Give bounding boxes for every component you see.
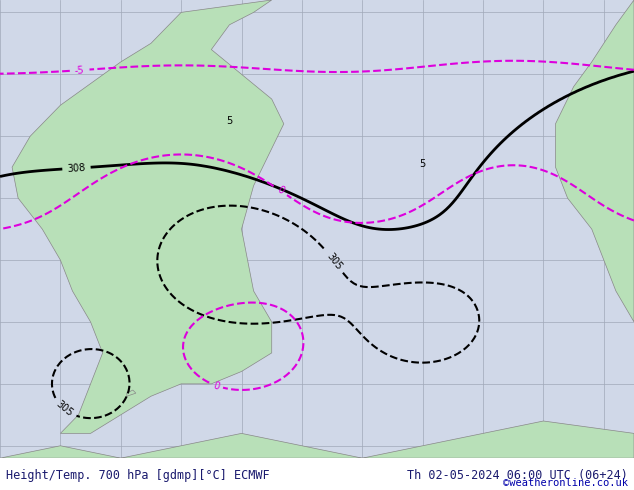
Text: 5: 5 xyxy=(420,159,426,169)
Text: 5: 5 xyxy=(226,116,233,126)
Text: Height/Temp. 700 hPa [gdmp][°C] ECMWF: Height/Temp. 700 hPa [gdmp][°C] ECMWF xyxy=(6,469,270,482)
Text: 305: 305 xyxy=(325,251,344,272)
Polygon shape xyxy=(12,0,284,433)
Polygon shape xyxy=(0,421,634,458)
Text: -5: -5 xyxy=(74,65,85,75)
Polygon shape xyxy=(555,0,634,322)
Polygon shape xyxy=(127,390,136,396)
Text: 0: 0 xyxy=(212,380,221,392)
Text: Th 02-05-2024 06:00 UTC (06+24): Th 02-05-2024 06:00 UTC (06+24) xyxy=(407,469,628,482)
Text: 0: 0 xyxy=(275,185,286,196)
Text: 305: 305 xyxy=(54,399,75,419)
Text: 308: 308 xyxy=(67,163,86,174)
Text: ©weatheronline.co.uk: ©weatheronline.co.uk xyxy=(503,478,628,489)
